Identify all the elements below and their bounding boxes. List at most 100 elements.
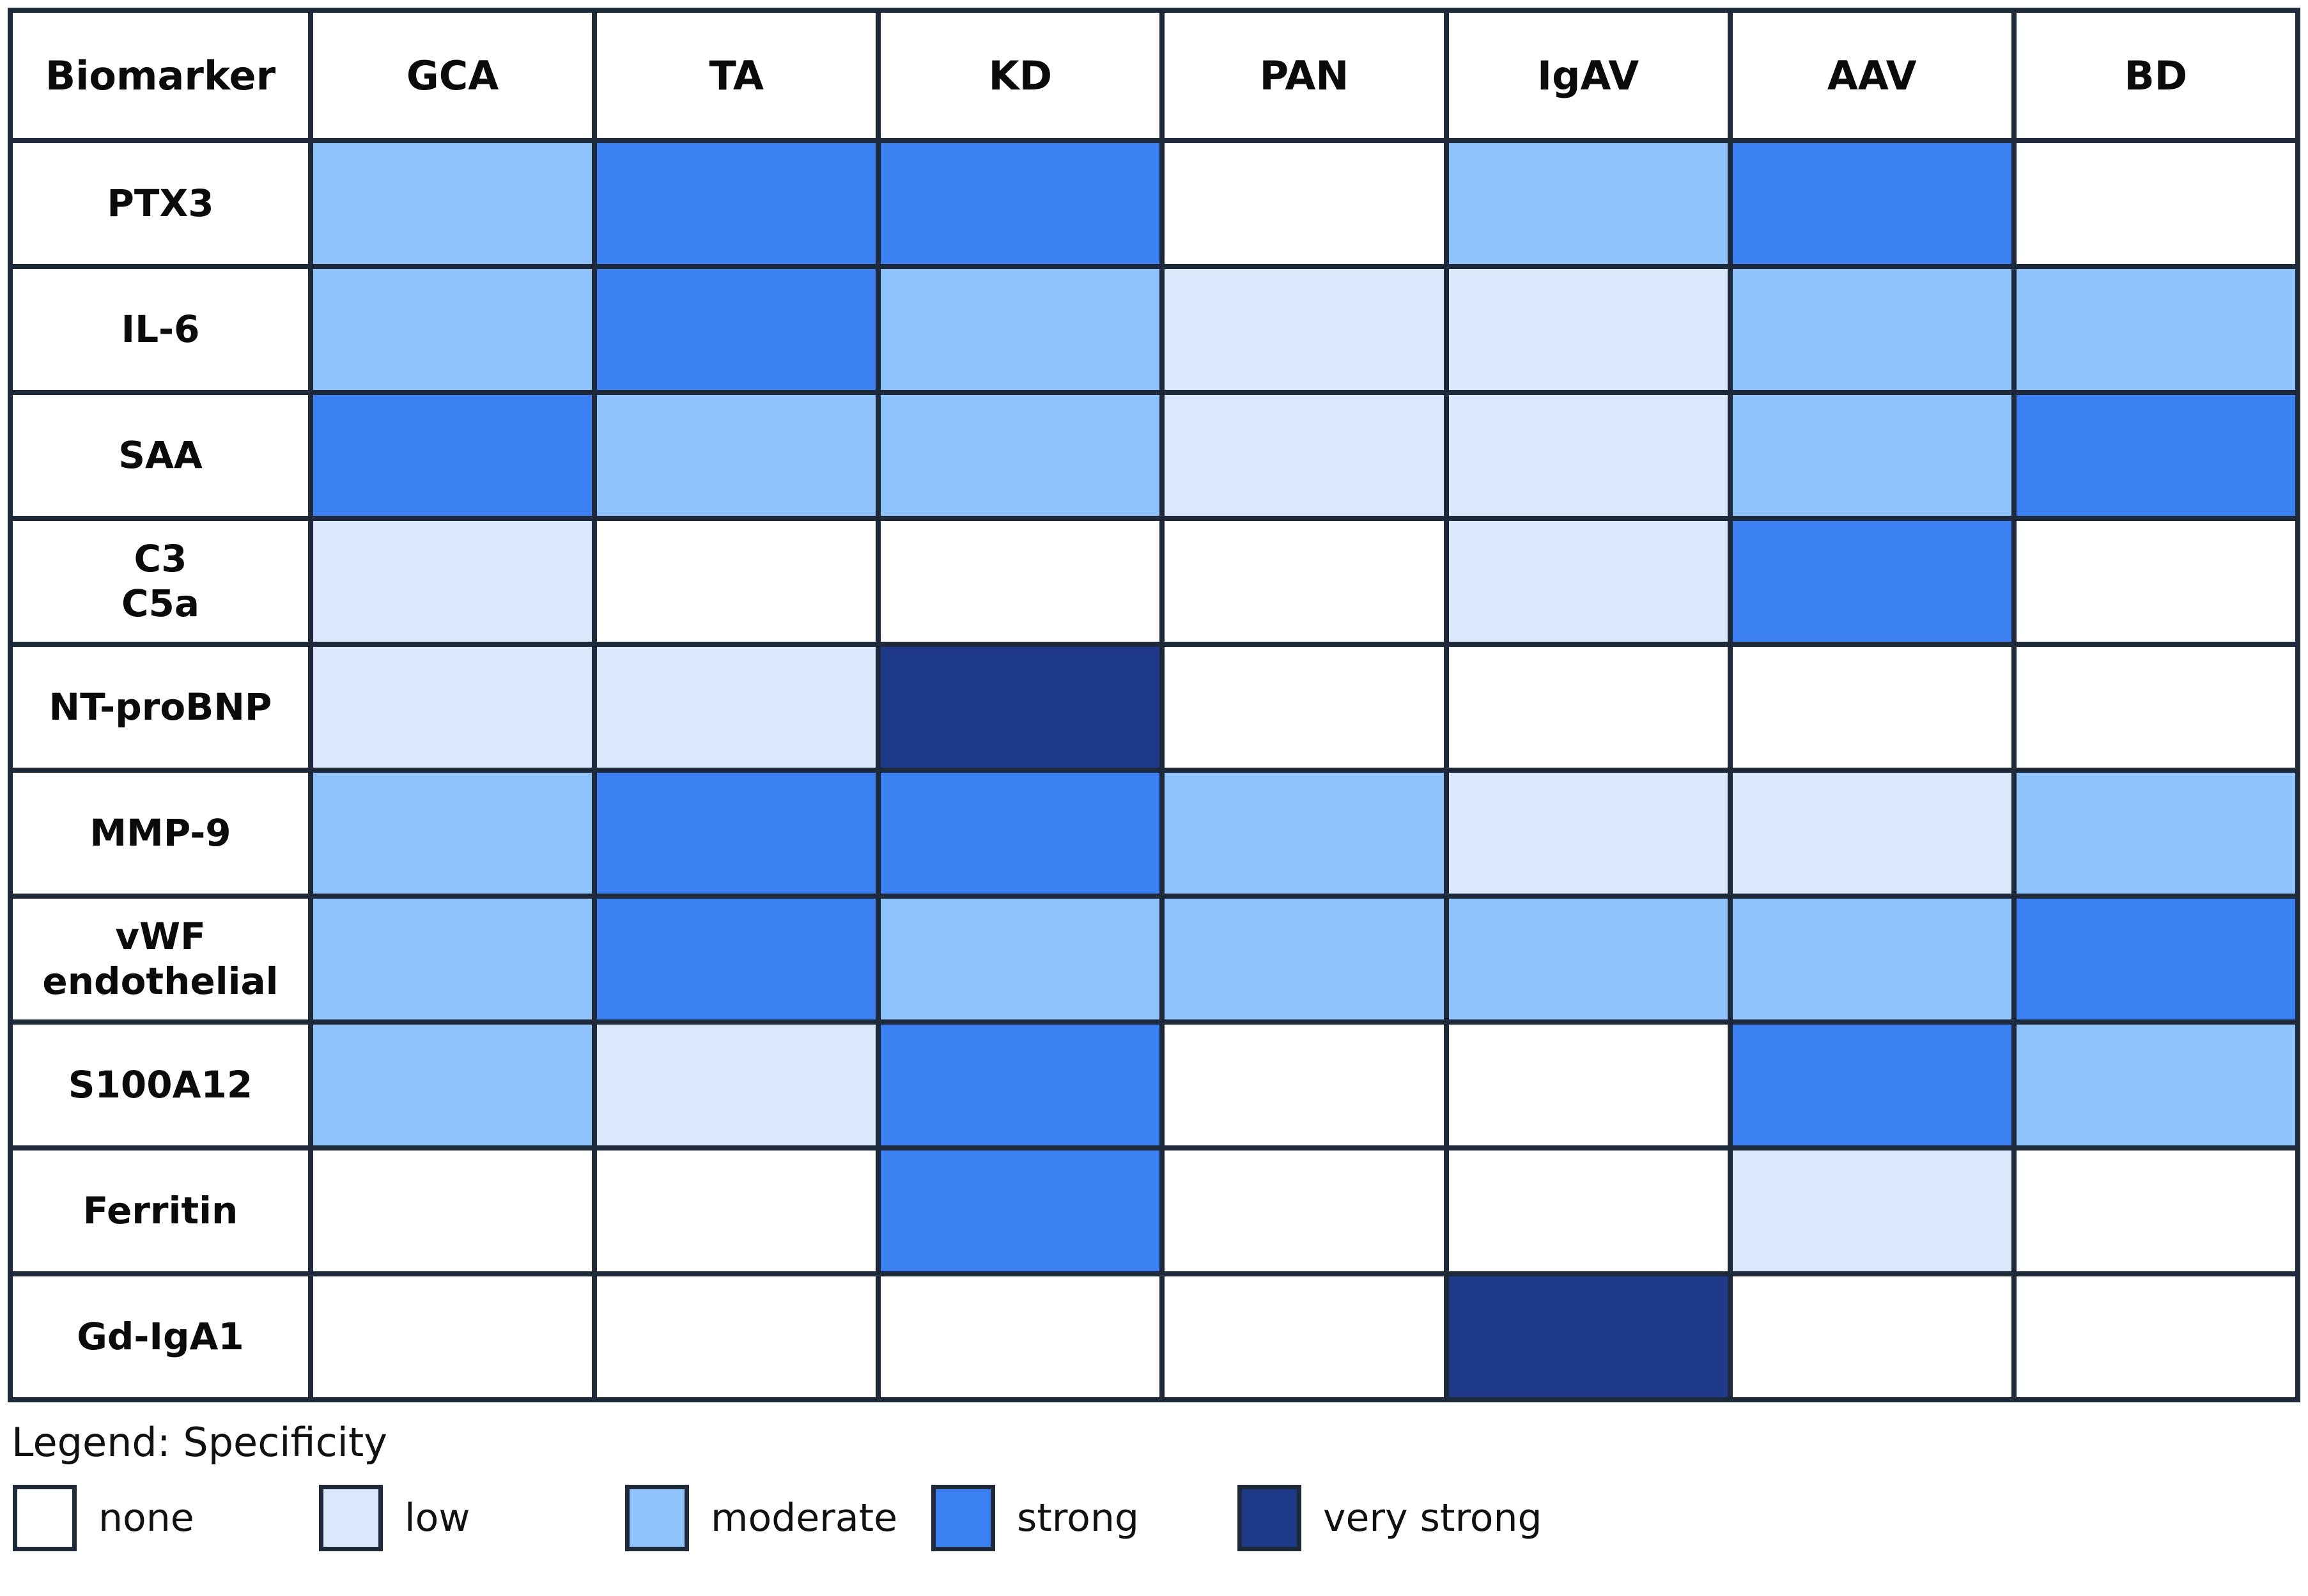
heatmap-cell xyxy=(1159,138,1449,269)
legend-item: low xyxy=(319,1485,625,1552)
heatmap-header: Biomarker GCA TA KD PAN IgAV AAV BD xyxy=(8,8,2301,143)
heatmap-cell xyxy=(1727,516,2017,647)
heatmap-cell xyxy=(307,642,598,773)
row-label: C3 C5a xyxy=(8,516,313,647)
heatmap-cell xyxy=(876,390,1165,521)
heatmap-cell xyxy=(2011,1019,2301,1151)
heatmap-cell xyxy=(876,1145,1165,1276)
heatmap-cell xyxy=(1159,390,1449,521)
heatmap-cell xyxy=(592,894,881,1025)
table-row: SAA xyxy=(8,390,2301,521)
biomarker-specificity-heatmap: Biomarker GCA TA KD PAN IgAV AAV BD PTX3 IL-6 SAA… xyxy=(8,8,2301,1552)
legend-item: moderate xyxy=(625,1485,931,1552)
column-header: TA xyxy=(592,8,881,143)
heatmap-cell xyxy=(2011,138,2301,269)
heatmap-cell xyxy=(307,264,598,395)
heatmap-cell xyxy=(592,1271,881,1402)
heatmap-cell xyxy=(1727,264,2017,395)
legend-swatch-very_strong xyxy=(1237,1485,1301,1552)
legend-swatch-none xyxy=(13,1485,77,1552)
heatmap-cell xyxy=(876,264,1165,395)
heatmap-cell xyxy=(1727,1271,2017,1402)
heatmap-cell xyxy=(2011,264,2301,395)
heatmap-cell xyxy=(307,516,598,647)
heatmap-cell xyxy=(307,894,598,1025)
row-label: PTX3 xyxy=(8,138,313,269)
heatmap-cell xyxy=(876,516,1165,647)
row-label: Gd-IgA1 xyxy=(8,1271,313,1402)
heatmap-cell xyxy=(876,768,1165,899)
heatmap-cell xyxy=(592,138,881,269)
heatmap-cell xyxy=(876,642,1165,773)
heatmap-cell xyxy=(1443,768,1733,899)
heatmap-cell xyxy=(876,894,1165,1025)
table-row: Gd-IgA1 xyxy=(8,1271,2301,1402)
row-label: Ferritin xyxy=(8,1145,313,1276)
heatmap-cell xyxy=(1159,894,1449,1025)
heatmap-cell xyxy=(1443,264,1733,395)
heatmap-cell xyxy=(1159,1019,1449,1151)
heatmap-cell xyxy=(1159,768,1449,899)
legend-label: moderate xyxy=(711,1496,898,1541)
heatmap-cell xyxy=(1727,642,2017,773)
legend-item: very strong xyxy=(1237,1485,1542,1552)
heatmap-cell xyxy=(307,1271,598,1402)
heatmap-cell xyxy=(1443,390,1733,521)
table-row: C3 C5a xyxy=(8,516,2301,647)
heatmap-cell xyxy=(1443,642,1733,773)
heatmap-cell xyxy=(876,1019,1165,1151)
legend-label: very strong xyxy=(1323,1496,1542,1541)
legend-swatch-low xyxy=(319,1485,383,1552)
heatmap-cell xyxy=(592,642,881,773)
legend-label: strong xyxy=(1017,1496,1139,1541)
heatmap-cell xyxy=(1159,1271,1449,1402)
heatmap-cell xyxy=(592,768,881,899)
heatmap-cell xyxy=(592,390,881,521)
row-label: MMP-9 xyxy=(8,768,313,899)
heatmap-cell xyxy=(2011,768,2301,899)
heatmap-cell xyxy=(1443,894,1733,1025)
row-label: NT-proBNP xyxy=(8,642,313,773)
row-label: S100A12 xyxy=(8,1019,313,1151)
heatmap-cell xyxy=(592,1019,881,1151)
row-label: IL-6 xyxy=(8,264,313,395)
heatmap-cell xyxy=(592,516,881,647)
heatmap-cell xyxy=(1727,768,2017,899)
heatmap-cell xyxy=(1443,1019,1733,1151)
heatmap-cell xyxy=(1159,516,1449,647)
heatmap-cell xyxy=(307,390,598,521)
heatmap-cell xyxy=(2011,1271,2301,1402)
row-label: vWF endothelial xyxy=(8,894,313,1025)
heatmap-table: Biomarker GCA TA KD PAN IgAV AAV BD PTX3 IL-6 SAA… xyxy=(8,8,2301,1402)
heatmap-cell xyxy=(1443,1145,1733,1276)
table-row: IL-6 xyxy=(8,264,2301,395)
column-header: GCA xyxy=(307,8,598,143)
heatmap-body: PTX3 IL-6 SAA C3 C5a NT-proBNP MMP-9 vWF endot… xyxy=(8,138,2301,1402)
legend-item: strong xyxy=(931,1485,1237,1552)
row-label: SAA xyxy=(8,390,313,521)
heatmap-cell xyxy=(307,768,598,899)
legend-label: none xyxy=(98,1496,194,1541)
legend-items: none low moderate strong very strong xyxy=(13,1485,2300,1552)
table-row: PTX3 xyxy=(8,138,2301,269)
column-header: AAV xyxy=(1727,8,2017,143)
heatmap-cell xyxy=(307,1019,598,1151)
table-row: Ferritin xyxy=(8,1145,2301,1276)
heatmap-cell xyxy=(307,1145,598,1276)
heatmap-cell xyxy=(2011,1145,2301,1276)
heatmap-cell xyxy=(1443,516,1733,647)
specificity-legend: Legend: Specificity none low moderate stron… xyxy=(8,1422,2300,1552)
table-row: NT-proBNP xyxy=(8,642,2301,773)
heatmap-cell xyxy=(1727,138,2017,269)
heatmap-cell xyxy=(1443,1271,1733,1402)
column-header: PAN xyxy=(1159,8,1449,143)
header-row: Biomarker GCA TA KD PAN IgAV AAV BD xyxy=(8,8,2301,143)
legend-item: none xyxy=(13,1485,319,1552)
heatmap-cell xyxy=(592,1145,881,1276)
column-header: IgAV xyxy=(1443,8,1733,143)
legend-swatch-strong xyxy=(931,1485,995,1552)
table-row: MMP-9 xyxy=(8,768,2301,899)
heatmap-cell xyxy=(1727,390,2017,521)
column-header: BD xyxy=(2011,8,2301,143)
heatmap-cell xyxy=(1159,264,1449,395)
